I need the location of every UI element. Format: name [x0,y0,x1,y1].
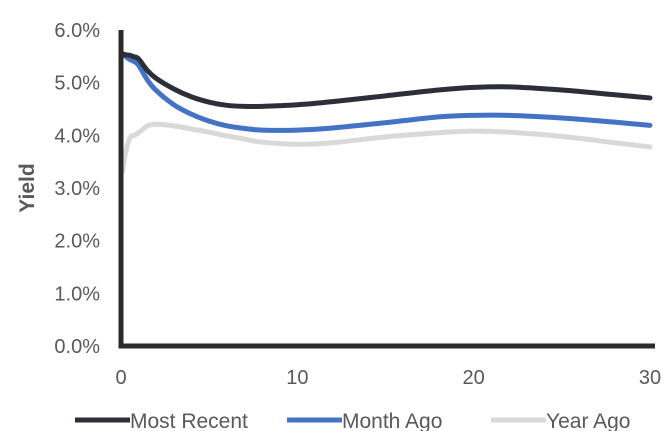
y-tick-label: 1.0% [54,283,100,305]
y-tick-label: 5.0% [54,73,100,95]
y-axis-title: Yield [16,163,39,212]
legend-label-year-ago: Year Ago [546,410,630,431]
series-line-year-ago [119,121,653,175]
y-tick-label: 3.0% [54,178,100,200]
legend-label-month-ago: Month Ago [342,410,442,431]
x-tick-label: 20 [463,367,485,389]
legend-label-most-recent: Most Recent [130,410,248,431]
series-lines [119,51,653,175]
y-tick-label: 0.0% [54,336,100,358]
x-tick-label: 0 [115,367,126,389]
x-tick-labels: 0 10 20 30 [115,367,661,389]
x-tick-label: 10 [286,367,308,389]
y-tick-label: 6.0% [54,20,100,42]
x-tick-label: 30 [639,367,661,389]
series-line-most-recent [119,51,653,110]
legend: Most Recent Month Ago Year Ago [75,410,630,431]
y-tick-labels: 0.0% 1.0% 2.0% 3.0% 4.0% 5.0% 6.0% [54,20,100,358]
y-tick-label: 2.0% [54,231,100,253]
series-line-month-ago [119,51,653,133]
y-tick-label: 4.0% [54,125,100,147]
